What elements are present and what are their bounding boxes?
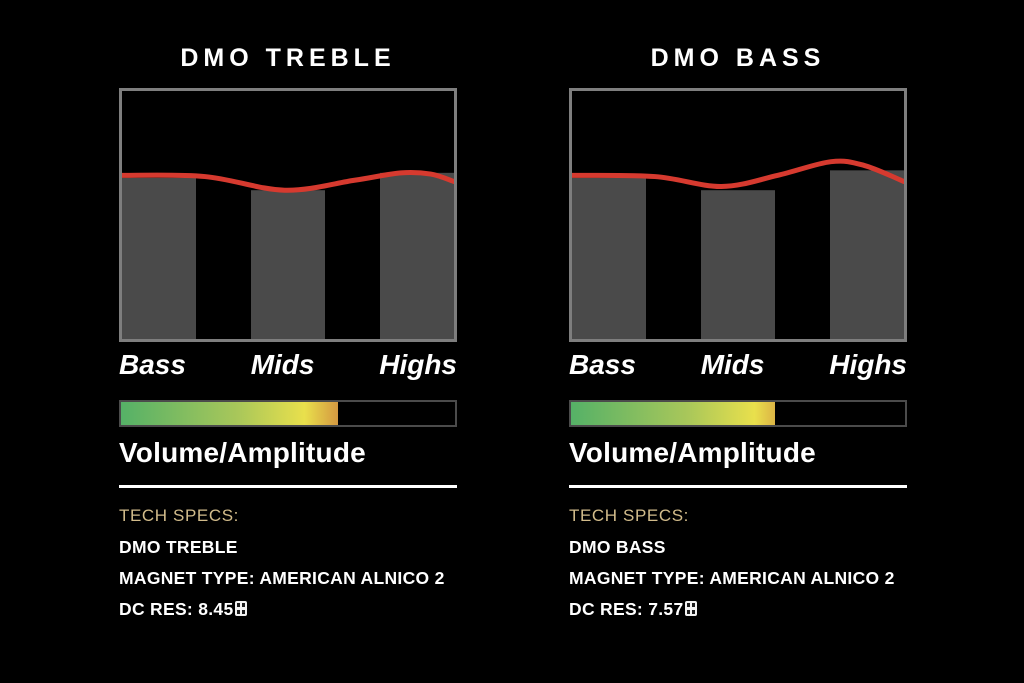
missing-glyph-icon xyxy=(685,601,698,616)
chart-canvas xyxy=(572,158,904,339)
section-divider xyxy=(569,485,907,488)
frequency-response-chart xyxy=(119,88,457,342)
tech-specs-block: TECH SPECS: DMO BASS MAGNET TYPE: AMERIC… xyxy=(569,506,929,630)
spec-dc-res-text: DC RES: 8.45 xyxy=(119,599,234,619)
missing-glyph-icon xyxy=(235,601,248,616)
axis-label-mids: Mids xyxy=(700,349,765,380)
volume-meter-empty xyxy=(774,402,905,425)
frequency-response-chart xyxy=(569,88,907,342)
page-title: DMO TREBLE xyxy=(180,44,396,72)
category-axis-labels: Bass Mids Highs xyxy=(569,349,907,381)
volume-axis-label: Volume/Amplitude xyxy=(119,437,366,468)
axis-label-bass: Bass xyxy=(569,349,636,380)
pickup-panel-treble: DMO TREBLE Bass Mids Highs Volume/Amplit… xyxy=(119,0,457,683)
volume-meter-empty xyxy=(338,402,455,425)
tech-specs-heading: TECH SPECS: xyxy=(569,506,689,525)
spec-dc-res: DC RES: 8.45 xyxy=(119,599,479,620)
pickup-panel-bass: DMO BASS Bass Mids Highs Volume/Amplitud… xyxy=(569,0,907,683)
axis-label-bass: Bass xyxy=(119,349,186,380)
volume-meter xyxy=(569,400,907,427)
spec-dc-res: DC RES: 7.57 xyxy=(569,599,929,620)
chart-canvas xyxy=(122,169,454,339)
section-divider xyxy=(119,485,457,488)
axis-label-highs: Highs xyxy=(829,349,907,380)
tech-specs-block: TECH SPECS: DMO TREBLE MAGNET TYPE: AMER… xyxy=(119,506,479,630)
tech-specs-heading: TECH SPECS: xyxy=(119,506,239,525)
axis-label-highs: Highs xyxy=(379,349,457,380)
axis-label-mids: Mids xyxy=(250,349,315,380)
spec-model: DMO BASS xyxy=(569,537,666,557)
page-title: DMO BASS xyxy=(650,44,826,72)
volume-axis-label: Volume/Amplitude xyxy=(569,437,816,468)
spec-model: DMO TREBLE xyxy=(119,537,238,557)
volume-meter xyxy=(119,400,457,427)
spec-magnet: MAGNET TYPE: AMERICAN ALNICO 2 xyxy=(569,568,895,588)
category-axis-labels: Bass Mids Highs xyxy=(119,349,457,381)
spec-dc-res-text: DC RES: 7.57 xyxy=(569,599,684,619)
spec-magnet: MAGNET TYPE: AMERICAN ALNICO 2 xyxy=(119,568,445,588)
